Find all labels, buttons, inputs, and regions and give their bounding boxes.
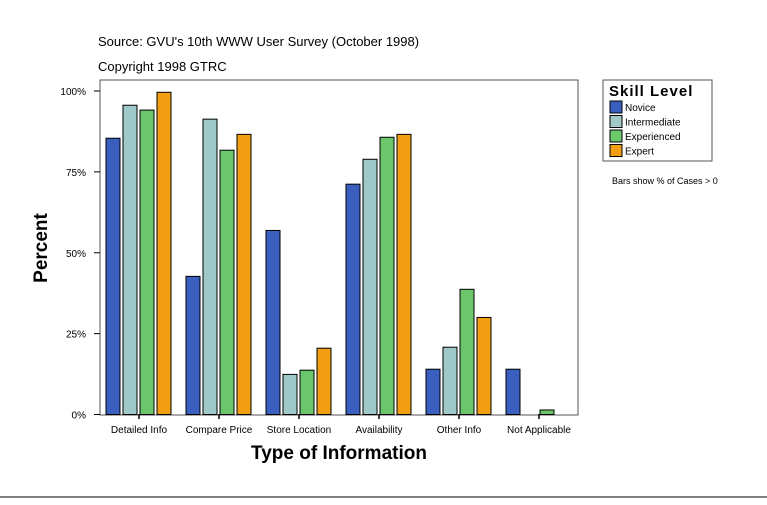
bar-experienced-5 — [539, 409, 555, 416]
bar-intermediate-4 — [442, 346, 458, 416]
note-text: Bars show % of Cases > 0 — [612, 176, 718, 186]
bar-experienced-2 — [299, 369, 315, 416]
bar-expert-4 — [476, 316, 492, 416]
bar-expert-0 — [156, 91, 172, 415]
x-tick-label: Store Location — [267, 425, 332, 436]
legend-title: Skill Level — [609, 83, 693, 100]
legend-label: Intermediate — [625, 118, 681, 129]
y-tick-label: 0% — [72, 411, 87, 422]
bar-novice-5 — [505, 368, 521, 415]
bar-intermediate-1 — [202, 118, 218, 415]
bars — [105, 91, 555, 416]
y-tick-label: 25% — [66, 330, 86, 341]
bar-novice-0 — [105, 137, 121, 416]
x-axis: Detailed Info Compare Price Store Location… — [111, 414, 571, 436]
y-axis-title: Percent — [31, 212, 52, 282]
source-text: Source: GVU's 10th WWW User Survey (Octo… — [98, 34, 419, 49]
bar-intermediate-3 — [362, 158, 378, 415]
bar-intermediate-0 — [122, 104, 138, 415]
legend-label: Expert — [625, 147, 654, 158]
bar-experienced-0 — [139, 109, 155, 416]
x-tick-label: Not Applicable — [507, 425, 571, 436]
x-tick-label: Compare Price — [186, 425, 253, 436]
x-tick-label: Detailed Info — [111, 425, 168, 436]
bar-experienced-1 — [219, 149, 235, 415]
legend: Skill Level Novice Intermediate Experience… — [602, 79, 713, 162]
y-tick-label: 50% — [66, 249, 86, 260]
bar-intermediate-2 — [282, 373, 298, 415]
plot-area — [99, 79, 579, 416]
legend-label: Experienced — [625, 132, 681, 143]
bar-novice-1 — [185, 275, 201, 416]
bar-novice-3 — [345, 183, 361, 415]
bar-experienced-4 — [459, 288, 475, 416]
bar-novice-4 — [425, 368, 441, 415]
bar-novice-2 — [265, 229, 281, 415]
legend-swatch-intermediate — [609, 115, 623, 128]
legend-swatch-experienced — [609, 129, 623, 143]
bar-expert-2 — [316, 347, 332, 415]
y-axis: 0% 25% 50% 75% 100% — [60, 87, 100, 422]
legend-swatch-expert — [609, 144, 623, 157]
bar-expert-1 — [236, 133, 252, 415]
bar-experienced-3 — [379, 136, 395, 415]
x-tick-label: Other Info — [437, 425, 482, 436]
x-tick-label: Availability — [355, 425, 402, 436]
x-axis-title: Type of Information — [251, 443, 427, 464]
legend-swatch-novice — [609, 100, 623, 114]
y-tick-label: 100% — [60, 87, 86, 98]
copyright-text: Copyright 1998 GTRC — [98, 59, 227, 74]
bar-expert-3 — [396, 133, 412, 415]
y-tick-label: 75% — [66, 168, 86, 179]
legend-label: Novice — [625, 103, 656, 114]
